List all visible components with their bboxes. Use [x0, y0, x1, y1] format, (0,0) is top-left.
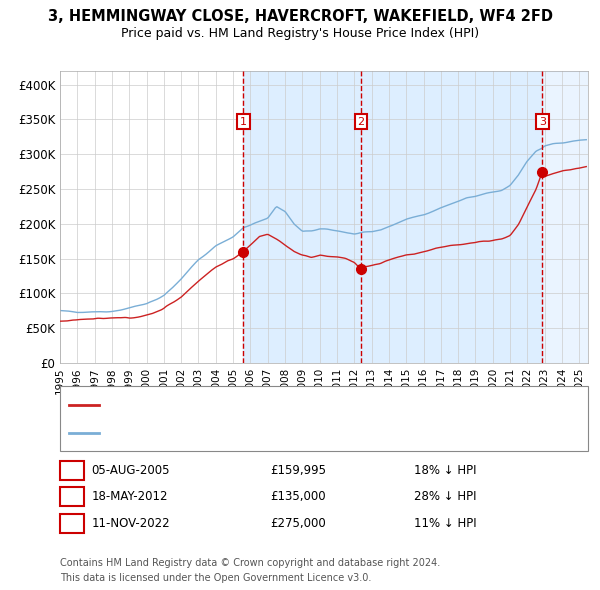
Bar: [361, 71, 542, 363]
Text: 18% ↓ HPI: 18% ↓ HPI: [414, 464, 476, 477]
Text: 2: 2: [68, 490, 76, 503]
Bar: [542, 71, 588, 363]
Text: 1: 1: [68, 464, 76, 477]
Text: 1: 1: [240, 117, 247, 127]
Text: 11% ↓ HPI: 11% ↓ HPI: [414, 517, 476, 530]
Bar: [244, 71, 361, 363]
Text: 05-AUG-2005: 05-AUG-2005: [91, 464, 170, 477]
Text: £275,000: £275,000: [270, 517, 326, 530]
Text: 2: 2: [358, 117, 364, 127]
Text: Price paid vs. HM Land Registry's House Price Index (HPI): Price paid vs. HM Land Registry's House …: [121, 27, 479, 40]
Text: £159,995: £159,995: [270, 464, 326, 477]
Text: 18-MAY-2012: 18-MAY-2012: [91, 490, 168, 503]
Text: 3, HEMMINGWAY CLOSE, HAVERCROFT, WAKEFIELD, WF4 2FD (detached house): 3, HEMMINGWAY CLOSE, HAVERCROFT, WAKEFIE…: [104, 399, 517, 409]
Text: Contains HM Land Registry data © Crown copyright and database right 2024.: Contains HM Land Registry data © Crown c…: [60, 558, 440, 568]
Text: HPI: Average price, detached house, Wakefield: HPI: Average price, detached house, Wake…: [104, 428, 347, 438]
Text: 3: 3: [539, 117, 546, 127]
Text: 28% ↓ HPI: 28% ↓ HPI: [414, 490, 476, 503]
Text: 11-NOV-2022: 11-NOV-2022: [91, 517, 170, 530]
Text: This data is licensed under the Open Government Licence v3.0.: This data is licensed under the Open Gov…: [60, 573, 371, 583]
Text: 3, HEMMINGWAY CLOSE, HAVERCROFT, WAKEFIELD, WF4 2FD: 3, HEMMINGWAY CLOSE, HAVERCROFT, WAKEFIE…: [47, 9, 553, 24]
Text: £135,000: £135,000: [270, 490, 326, 503]
Text: 3: 3: [68, 517, 76, 530]
